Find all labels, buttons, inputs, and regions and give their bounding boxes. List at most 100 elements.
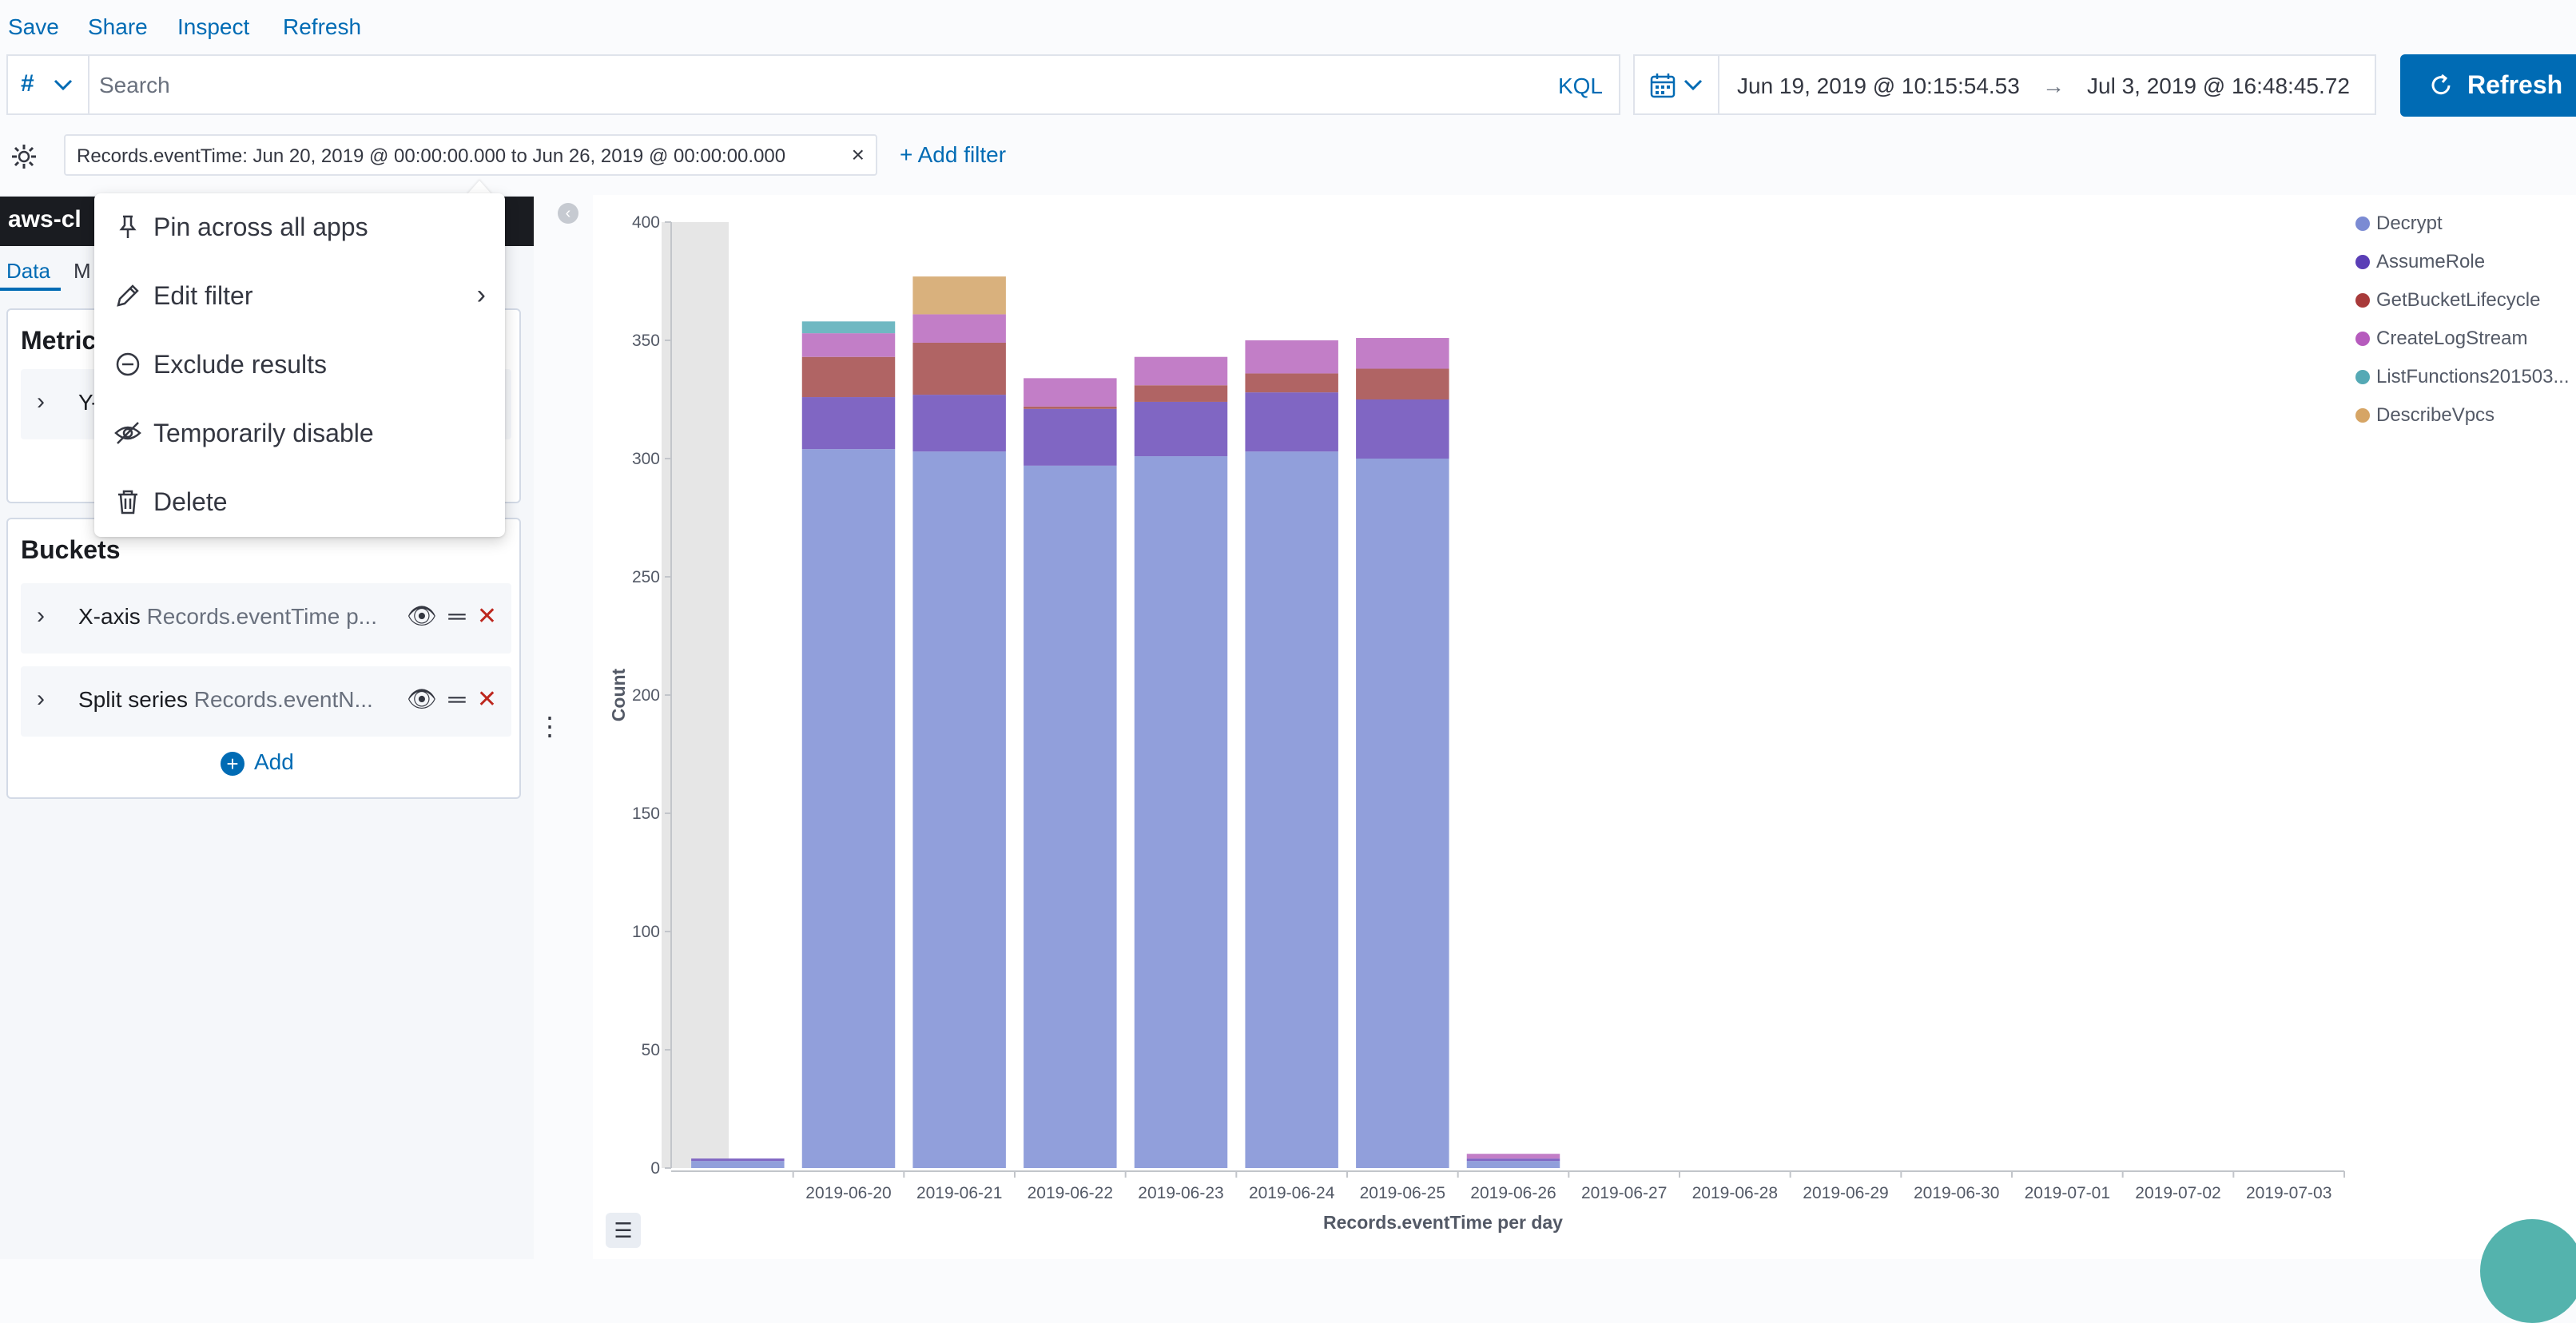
menu-item-exclude-results[interactable]: Exclude results — [94, 331, 505, 399]
menu-item-temporarily-disable[interactable]: Temporarily disable — [94, 399, 505, 468]
kql-toggle[interactable]: KQL — [1557, 74, 1603, 98]
bar-segment[interactable] — [801, 321, 896, 334]
share-link[interactable]: Share — [88, 14, 148, 39]
bar-segment[interactable] — [1024, 465, 1117, 1168]
filter-pill[interactable]: Records.eventTime: Jun 20, 2019 @ 00:00:… — [64, 134, 877, 176]
bar-segment[interactable] — [1245, 392, 1338, 452]
bar-segment[interactable] — [1466, 1161, 1560, 1168]
bar-segment[interactable] — [691, 1158, 785, 1162]
add-filter-button[interactable]: + Add filter — [900, 142, 1007, 167]
bar-segment[interactable] — [912, 314, 1006, 343]
legend-item[interactable]: DescribeVpcs — [2355, 404, 2495, 427]
inspect-link[interactable]: Inspect — [177, 14, 250, 39]
legend-label: ListFunctions201503... — [2376, 366, 2570, 387]
bar-segment[interactable] — [1134, 401, 1228, 457]
eye-icon[interactable]: 👁 — [406, 686, 437, 713]
legend-item[interactable]: AssumeRole — [2355, 251, 2485, 273]
menu-item-edit-filter[interactable]: Edit filter › — [94, 262, 505, 331]
bucket-row-split-series[interactable]: › Split series Records.eventN... 👁 ═ ✕ — [21, 666, 511, 737]
bucket-row-x-axis[interactable]: › X-axis Records.eventTime p... 👁 ═ ✕ — [21, 583, 511, 654]
bar-segment[interactable] — [1134, 356, 1228, 386]
menu-item-label: Exclude results — [153, 350, 327, 379]
quick-date-menu-button[interactable] — [1635, 56, 1719, 113]
bar-segment[interactable] — [1134, 385, 1228, 402]
bucket-name: X-axis — [78, 604, 141, 629]
bar-segment[interactable] — [1024, 408, 1117, 466]
remove-icon[interactable]: ✕ — [476, 686, 497, 713]
bar-segment[interactable] — [1134, 456, 1228, 1168]
bar-segment[interactable] — [912, 451, 1006, 1168]
bar-segment[interactable] — [912, 395, 1006, 452]
help-bubble-icon[interactable] — [2480, 1219, 2576, 1323]
menu-item-pin-across-all-apps[interactable]: Pin across all apps — [94, 193, 505, 262]
bar-segment[interactable] — [801, 449, 896, 1168]
chevron-right-icon[interactable]: › — [37, 388, 45, 415]
menu-item-label: Delete — [153, 487, 228, 516]
sidebar-tabs: Data M — [0, 248, 534, 296]
eye-icon[interactable]: 👁 — [406, 603, 437, 630]
bar-segment[interactable] — [1245, 340, 1338, 374]
bar-segment[interactable] — [1466, 1154, 1560, 1159]
refresh-link[interactable]: Refresh — [283, 14, 362, 39]
x-tick-label: 2019-07-02 — [2135, 1184, 2220, 1202]
resize-handle-icon[interactable]: ⋮ — [537, 712, 563, 741]
y-axis-title: Count — [608, 668, 629, 721]
legend-item[interactable]: CreateLogStream — [2355, 328, 2527, 350]
popover-arrow — [467, 181, 492, 195]
add-aggregation-button[interactable]: + Add — [221, 749, 294, 776]
y-tick-label: 200 — [632, 686, 660, 705]
plus-circle-icon: + — [221, 751, 244, 776]
legend-item[interactable]: GetBucketLifecycle — [2355, 289, 2540, 312]
x-tick-label: 2019-06-20 — [805, 1184, 891, 1202]
legend-item[interactable]: ListFunctions201503... — [2355, 366, 2570, 388]
bar-segment[interactable] — [1024, 378, 1117, 407]
start-date[interactable]: Jun 19, 2019 @ 10:15:54.53 — [1737, 74, 2020, 98]
bar-segment[interactable] — [801, 356, 896, 398]
bar-segment[interactable] — [1245, 373, 1338, 393]
legend-label: CreateLogStream — [2376, 328, 2528, 349]
list-icon[interactable]: ☰ — [606, 1213, 641, 1248]
gear-icon[interactable] — [10, 142, 38, 171]
metrics-title: Metric — [21, 326, 97, 355]
end-date[interactable]: Jul 3, 2019 @ 16:48:45.72 — [2087, 74, 2350, 98]
drag-handle-icon[interactable]: ═ — [448, 603, 466, 630]
x-tick-label: 2019-06-28 — [1692, 1184, 1778, 1202]
search-input[interactable] — [97, 56, 1539, 115]
menu-item-label: Temporarily disable — [153, 419, 374, 447]
pencil-icon — [117, 284, 139, 307]
query-bar: # KQL — [6, 54, 1620, 115]
bucket-name: Split series — [78, 687, 188, 712]
buckets-title: Buckets — [21, 535, 121, 564]
bar-segment[interactable] — [1356, 338, 1449, 369]
chevron-right-icon[interactable]: › — [37, 602, 45, 629]
collapse-sidebar-icon[interactable]: ‹ — [558, 203, 578, 224]
query-type-selector[interactable]: # — [8, 56, 89, 113]
bar-segment[interactable] — [1466, 1158, 1560, 1162]
bar-segment[interactable] — [691, 1161, 785, 1168]
y-tick-label: 300 — [632, 450, 660, 468]
bar-segment[interactable] — [1024, 406, 1117, 409]
tab-metrics[interactable]: M — [74, 259, 91, 283]
bar-segment[interactable] — [801, 397, 896, 450]
y-tick-label: 400 — [632, 213, 660, 232]
bar-segment[interactable] — [801, 333, 896, 357]
bar-segment[interactable] — [1356, 459, 1449, 1168]
legend-swatch — [2355, 332, 2370, 346]
remove-icon[interactable]: ✕ — [476, 603, 497, 630]
drag-handle-icon[interactable]: ═ — [448, 686, 466, 713]
chevron-right-icon[interactable]: › — [37, 685, 45, 712]
refresh-button[interactable]: Refresh — [2400, 54, 2576, 117]
bar-segment[interactable] — [1245, 451, 1338, 1168]
bar-segment[interactable] — [912, 276, 1006, 315]
x-tick-label: 2019-06-24 — [1249, 1184, 1335, 1202]
bar-segment[interactable] — [1356, 399, 1449, 459]
trash-icon — [118, 490, 137, 514]
close-icon[interactable]: × — [851, 142, 865, 167]
tab-data[interactable]: Data — [6, 259, 50, 283]
save-link[interactable]: Save — [8, 14, 59, 39]
legend-item[interactable]: Decrypt — [2355, 213, 2443, 235]
bar-segment[interactable] — [912, 342, 1006, 395]
menu-item-delete[interactable]: Delete — [94, 468, 505, 537]
legend-swatch — [2355, 293, 2370, 308]
bar-segment[interactable] — [1356, 368, 1449, 399]
